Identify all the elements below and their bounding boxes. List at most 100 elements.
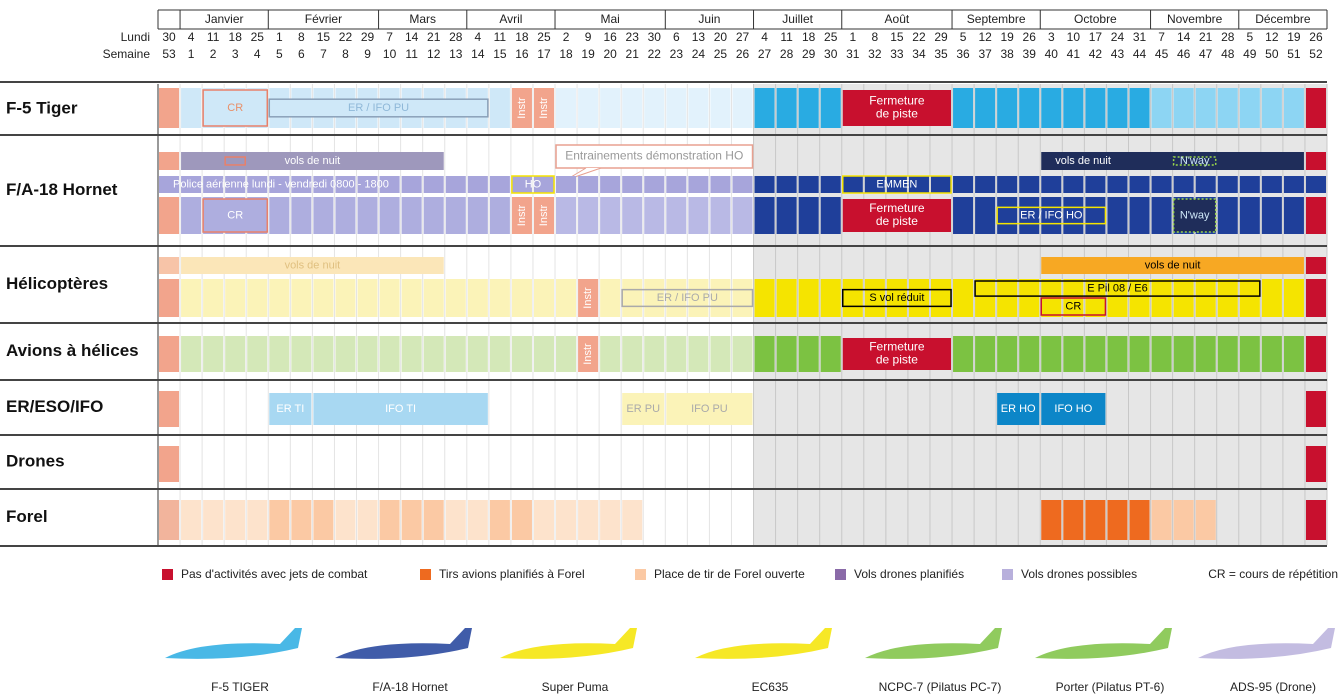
week-cell — [1152, 336, 1172, 372]
week-cell — [997, 279, 1017, 317]
week-number: 46 — [1177, 47, 1191, 61]
week-number: 4 — [254, 47, 261, 61]
week-cell — [490, 500, 510, 540]
bar-label: CR — [227, 209, 243, 221]
week-cell — [1218, 197, 1238, 234]
monday-date: 15 — [317, 30, 331, 44]
week-cell — [556, 336, 576, 372]
month-label: Mars — [409, 12, 436, 26]
monday-date: 24 — [1111, 30, 1125, 44]
bar-label: S vol réduit — [869, 292, 924, 304]
week-number: 38 — [1000, 47, 1014, 61]
section-label: F-5 Tiger — [6, 98, 78, 117]
month-label: Mai — [600, 12, 619, 26]
section-label: Hélicoptères — [6, 274, 108, 293]
week-number: 51 — [1287, 47, 1301, 61]
week-cell — [291, 500, 311, 540]
monday-date: 5 — [960, 30, 967, 44]
bar-label: HO — [525, 178, 542, 190]
bar-label: CR — [227, 102, 243, 114]
week-cell — [622, 500, 642, 540]
week-cell — [710, 336, 730, 372]
aircraft-icon — [1035, 628, 1172, 659]
week-cell — [1041, 500, 1061, 540]
week-number: 15 — [493, 47, 507, 61]
week-cell — [159, 197, 179, 234]
bar-label: Instr — [582, 343, 594, 365]
week-number: 21 — [626, 47, 640, 61]
week-cell — [358, 336, 378, 372]
week-number: 40 — [1045, 47, 1059, 61]
monday-date: 8 — [298, 30, 305, 44]
week-cell — [402, 336, 422, 372]
week-number: 20 — [603, 47, 617, 61]
week-cell — [821, 336, 841, 372]
week-cell — [446, 279, 466, 317]
week-cell — [666, 176, 686, 193]
week-cell — [1174, 279, 1194, 317]
section-label: Forel — [6, 507, 48, 526]
bar-label: ER TI — [276, 403, 304, 415]
semaine-label: Semaine — [103, 47, 151, 61]
week-cell — [644, 336, 664, 372]
week-cell — [799, 197, 819, 234]
bar-label: vols de nuit — [285, 155, 341, 167]
week-cell — [1019, 88, 1039, 128]
week-number: 9 — [364, 47, 371, 61]
week-cell — [1306, 391, 1326, 427]
week-number: 45 — [1155, 47, 1169, 61]
week-cell — [1306, 279, 1326, 317]
week-number: 26 — [736, 47, 750, 61]
week-cell — [600, 336, 620, 372]
legend-label: Vols drones possibles — [1021, 567, 1137, 581]
monday-date: 10 — [1067, 30, 1081, 44]
week-cell — [468, 500, 488, 540]
bar-label: Fermeture — [869, 94, 925, 108]
legend-label: Pas d'activités avec jets de combat — [181, 567, 368, 581]
week-cell — [600, 88, 620, 128]
month-label: Octobre — [1074, 12, 1117, 26]
week-cell — [821, 197, 841, 234]
week-cell — [1262, 197, 1282, 234]
week-cell — [203, 500, 223, 540]
bar-label: ER / IFO PU — [657, 292, 718, 304]
week-cell — [1085, 176, 1105, 193]
week-number: 35 — [934, 47, 948, 61]
bar-label: vols de nuit — [285, 259, 341, 271]
aircraft-icon — [165, 628, 302, 659]
week-cell — [1107, 336, 1127, 372]
week-cell — [1129, 88, 1149, 128]
week-cell — [578, 500, 598, 540]
bar-label: vols de nuit — [1145, 259, 1201, 271]
week-cell — [777, 279, 797, 317]
aircraft-label: ADS-95 (Drone) — [1230, 680, 1316, 694]
week-number: 52 — [1309, 47, 1323, 61]
monday-date: 22 — [339, 30, 353, 44]
week-cell — [975, 279, 995, 317]
monday-date: 11 — [780, 30, 793, 44]
section-label: ER/ESO/IFO — [6, 397, 103, 416]
week-cell — [953, 336, 973, 372]
aircraft-silhouette — [865, 628, 1002, 659]
week-cell — [446, 500, 466, 540]
week-cell — [225, 336, 245, 372]
week-cell — [1085, 500, 1105, 540]
week-cell — [953, 197, 973, 234]
monday-date: 30 — [162, 30, 176, 44]
week-cell — [1306, 88, 1326, 128]
bar-label: de piste — [876, 214, 918, 228]
week-cell — [1152, 500, 1172, 540]
week-cell — [358, 197, 378, 234]
week-cell — [1174, 176, 1194, 193]
week-cell — [269, 279, 289, 317]
week-cell — [402, 176, 422, 193]
week-cell — [732, 197, 752, 234]
legend-label: Tirs avions planifiés à Forel — [439, 567, 585, 581]
week-cell — [1284, 197, 1304, 234]
monday-date: 11 — [494, 30, 507, 44]
week-cell — [1306, 446, 1326, 482]
aircraft-label: Super Puma — [542, 680, 609, 694]
week-number: 14 — [471, 47, 485, 61]
week-cell — [313, 500, 333, 540]
